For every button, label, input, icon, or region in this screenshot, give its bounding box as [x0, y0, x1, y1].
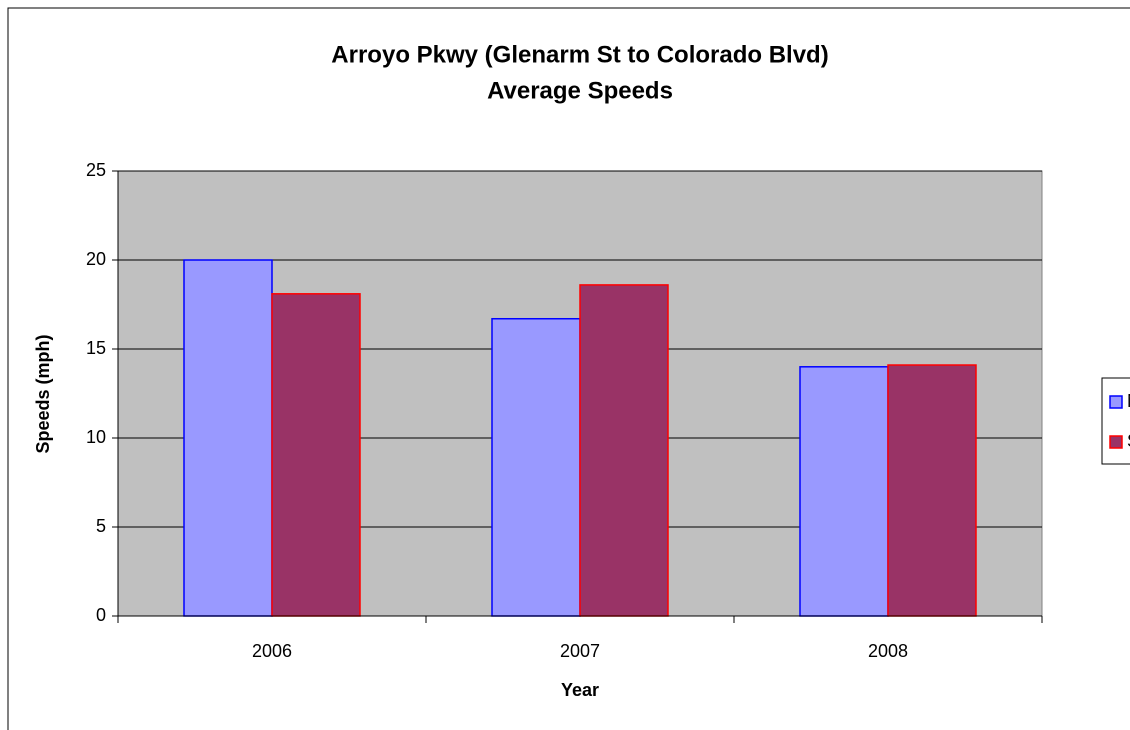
legend-box — [1101, 377, 1130, 465]
chart-title: Arroyo Pkwy (Glenarm St to Colorado Blvd… — [331, 41, 828, 68]
legend-swatch — [1109, 395, 1123, 409]
bar — [887, 364, 977, 617]
x-tick-label: 2006 — [252, 641, 292, 661]
y-tick-label: 0 — [96, 605, 106, 625]
bar — [799, 366, 889, 617]
y-tick-label: 20 — [86, 249, 106, 269]
legend-label: SB — [1127, 431, 1130, 451]
bar — [579, 284, 669, 617]
bar — [183, 259, 273, 617]
bar — [491, 317, 581, 617]
x-tick-label: 2007 — [560, 641, 600, 661]
y-axis-title: Speeds (mph) — [33, 334, 53, 453]
bar — [271, 293, 361, 617]
legend-label: NB — [1127, 391, 1130, 411]
y-tick-label: 5 — [96, 516, 106, 536]
y-tick-label: 15 — [86, 338, 106, 358]
legend-swatch — [1109, 435, 1123, 449]
x-tick-label: 2008 — [868, 641, 908, 661]
y-tick-label: 10 — [86, 427, 106, 447]
x-axis-title: Year — [561, 680, 599, 700]
y-tick-label: 25 — [86, 160, 106, 180]
chart-subtitle: Average Speeds — [487, 77, 673, 104]
